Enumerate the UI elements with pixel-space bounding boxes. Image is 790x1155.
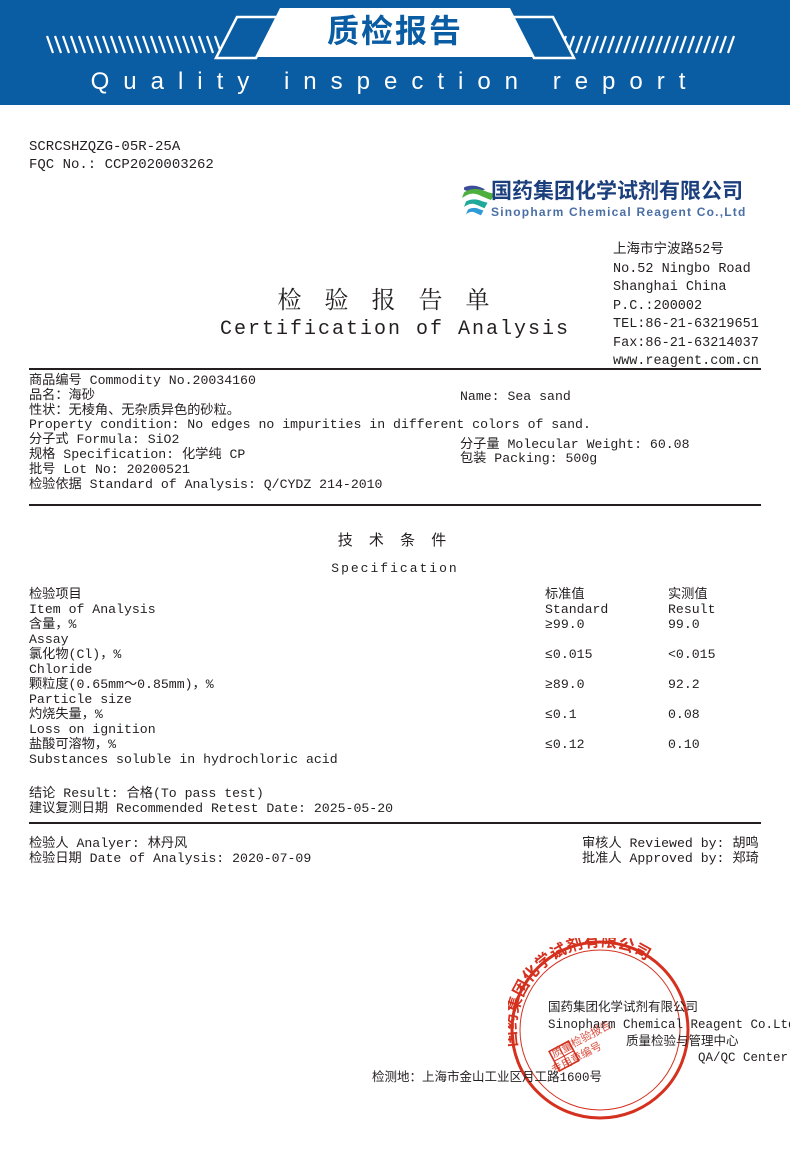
svg-text:质检报告: 质检报告	[327, 6, 463, 52]
